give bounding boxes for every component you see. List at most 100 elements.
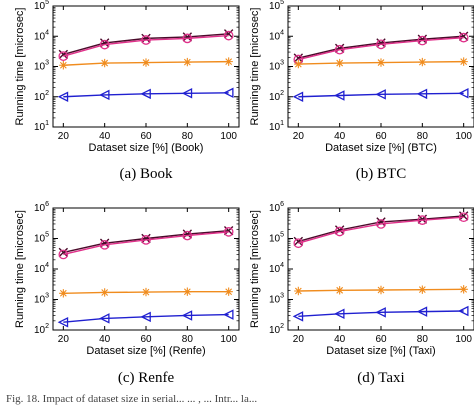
data-point <box>458 31 469 41</box>
data-point <box>376 219 386 229</box>
data-point <box>334 308 345 320</box>
x-tick-label: 40 <box>99 334 111 345</box>
y-tick-label: 104 <box>34 29 49 42</box>
series-3 <box>294 285 468 296</box>
data-point <box>99 313 110 324</box>
data-point <box>458 212 469 223</box>
data-point <box>418 57 427 67</box>
data-point <box>59 61 68 70</box>
series-4 <box>57 87 234 103</box>
data-point <box>182 229 193 239</box>
data-point <box>334 90 345 101</box>
series-3 <box>294 57 468 69</box>
y-tick-label: 104 <box>34 262 49 275</box>
series-line <box>298 36 464 61</box>
data-point <box>223 30 234 41</box>
data-point <box>416 306 428 317</box>
subfigure-caption: (b) BTC <box>356 166 406 182</box>
x-tick-label: 40 <box>99 131 111 142</box>
data-point <box>376 285 386 295</box>
y-tick-label: 104 <box>269 262 284 275</box>
data-point <box>458 32 469 43</box>
x-tick-label: 80 <box>182 131 194 142</box>
data-point <box>458 211 469 221</box>
data-point <box>141 35 151 45</box>
data-point <box>99 89 110 101</box>
data-point <box>293 238 304 249</box>
x-tick-label: 100 <box>455 334 472 345</box>
data-point <box>416 88 428 100</box>
series-1 <box>58 29 234 60</box>
series-line <box>298 92 464 98</box>
x-tick-label: 80 <box>417 334 429 345</box>
y-tick-label: 106 <box>269 201 284 214</box>
chart-panel-4: 102 103 104 105 106 20 40 60 80 100 Dataset size [… <box>249 201 474 386</box>
data-point <box>375 307 386 318</box>
x-tick-label: 100 <box>220 334 237 345</box>
series-line <box>298 310 464 318</box>
x-axis-label: Dataset size [%] (BTC) <box>325 142 437 154</box>
data-point <box>100 288 109 297</box>
data-point <box>57 316 69 328</box>
data-point <box>223 29 234 39</box>
y-tick-label: 102 <box>269 323 284 336</box>
x-tick-label: 60 <box>375 334 387 345</box>
data-point <box>334 44 345 55</box>
data-point <box>183 57 192 67</box>
series-line <box>63 231 229 256</box>
data-point <box>334 43 345 53</box>
x-tick-label: 100 <box>220 131 237 142</box>
plot-frame <box>52 207 240 331</box>
y-tick-label: 105 <box>34 0 49 12</box>
y-tick-label: 102 <box>269 90 284 103</box>
y-tick-label: 102 <box>34 323 49 336</box>
data-point <box>141 235 151 245</box>
subfigure-caption: (d) Taxi <box>357 370 404 386</box>
y-axis-label: Running time [microsec] <box>14 8 26 126</box>
y-axis-label: Running time [microsec] <box>249 210 261 328</box>
x-tick-label: 40 <box>334 334 346 345</box>
x-axis-label: Dataset size [%] (Taxi) <box>326 345 435 357</box>
data-point <box>58 249 69 260</box>
series-1 <box>58 226 234 258</box>
series-2 <box>58 30 234 61</box>
x-tick-label: 80 <box>182 334 194 345</box>
data-point <box>223 227 234 237</box>
y-tick-label: 103 <box>269 293 284 306</box>
chart-panel-2: 101 102 103 104 105 20 40 60 80 100 Dataset size [… <box>249 0 474 182</box>
series-line <box>63 34 229 57</box>
data-point <box>376 58 386 67</box>
series-2 <box>293 212 469 249</box>
data-point <box>141 33 151 44</box>
data-point <box>293 53 304 63</box>
x-tick-label: 40 <box>334 131 346 142</box>
data-point <box>334 226 345 237</box>
data-point <box>182 230 193 241</box>
data-point <box>59 289 68 298</box>
y-tick-label: 104 <box>269 29 284 42</box>
data-point <box>417 215 428 225</box>
data-point <box>293 236 304 247</box>
chart-panel-1: 101 102 103 104 105 20 40 60 80 100 Dataset size [… <box>14 0 240 182</box>
data-point <box>183 287 192 296</box>
data-point <box>223 87 234 99</box>
data-point <box>294 286 303 296</box>
series-2 <box>58 227 234 260</box>
series-1 <box>293 31 469 63</box>
series-line <box>298 216 464 244</box>
data-point <box>294 59 303 69</box>
y-tick-label: 105 <box>269 0 284 12</box>
data-point <box>418 285 427 294</box>
data-point <box>58 247 69 258</box>
series-3 <box>59 57 233 70</box>
data-point <box>458 305 469 317</box>
data-point <box>181 310 193 321</box>
series-3 <box>59 287 233 298</box>
data-point <box>140 88 151 100</box>
data-point <box>335 286 344 295</box>
data-point <box>140 311 151 323</box>
x-axis-label: Dataset size [%] (Renfe) <box>86 345 205 357</box>
x-tick-label: 100 <box>455 131 472 142</box>
chart-panel-3: 102 103 104 105 106 20 40 60 80 100 Dataset size [… <box>14 201 240 386</box>
